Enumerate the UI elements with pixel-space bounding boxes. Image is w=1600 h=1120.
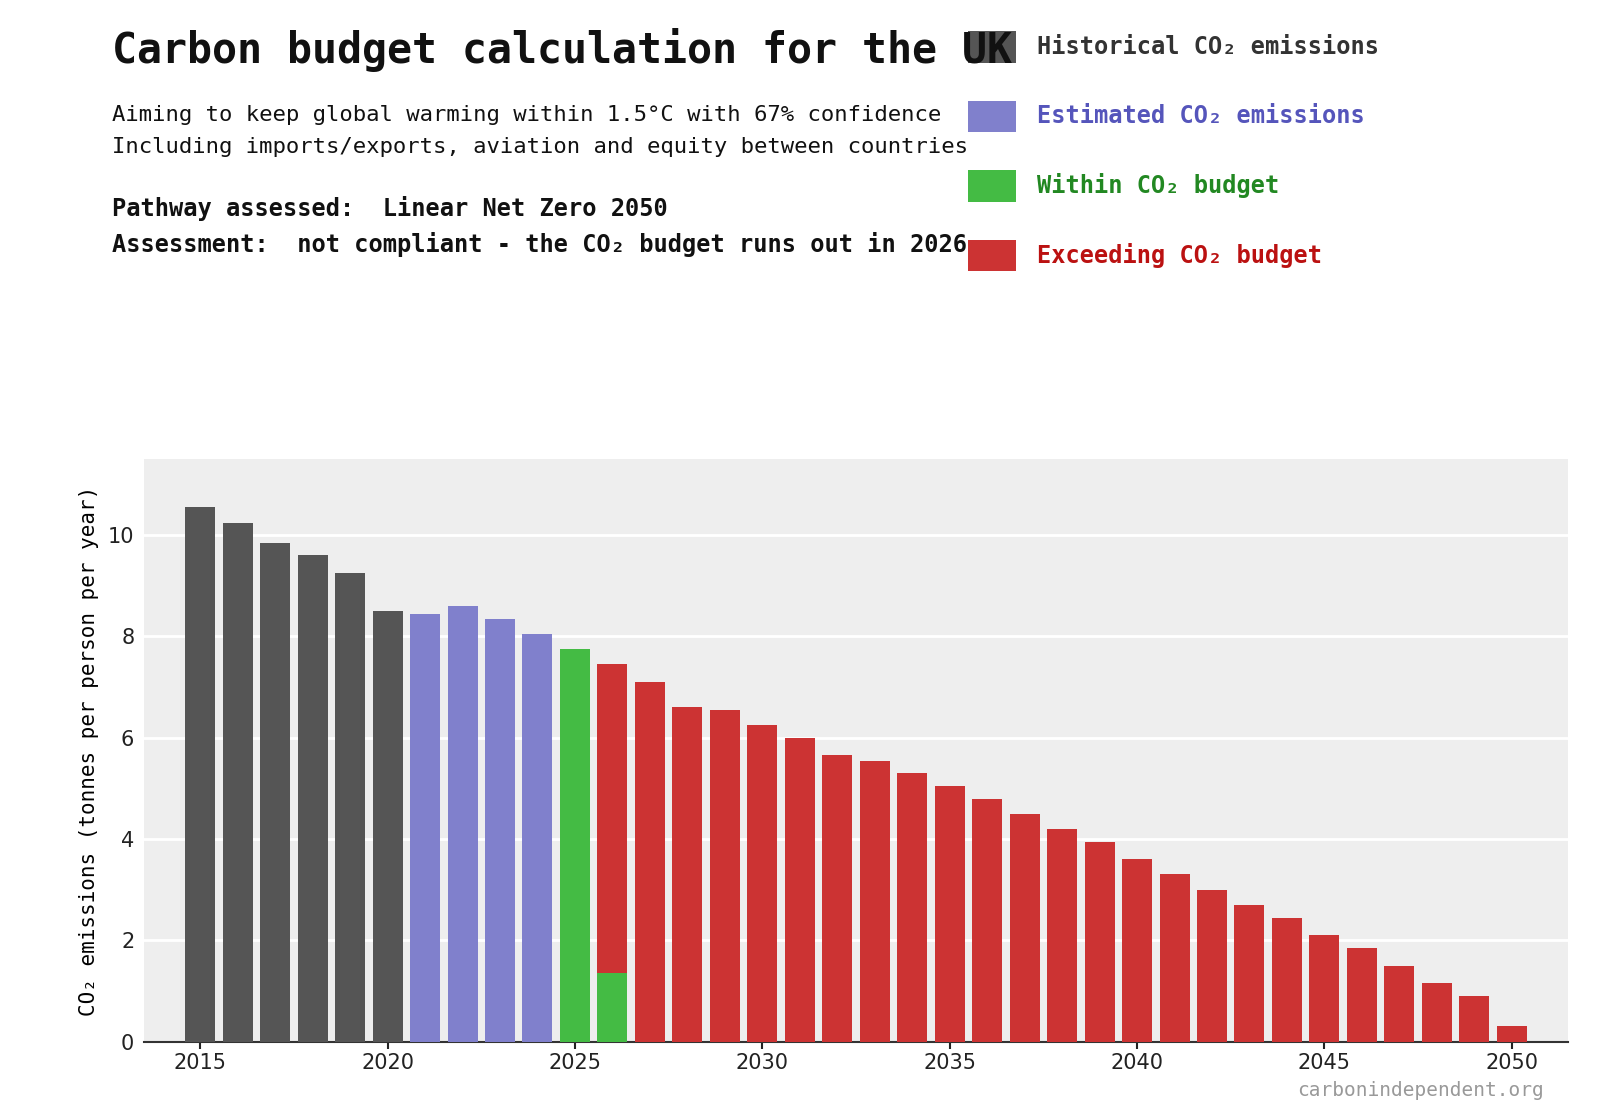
Bar [597,973,627,1042]
Bar [1046,829,1077,1042]
Bar [1122,859,1152,1042]
Text: Estimated CO₂ emissions: Estimated CO₂ emissions [1037,104,1365,129]
Bar [934,786,965,1042]
Text: Aiming to keep global warming within 1.5°C with 67% confidence: Aiming to keep global warming within 1.5… [112,105,941,125]
Bar [1459,996,1490,1042]
Bar [1197,889,1227,1042]
Bar [485,618,515,1042]
Bar [786,738,814,1042]
Bar [560,650,590,1042]
Bar [1347,948,1378,1042]
Text: Assessment:  not compliant - the CO₂ budget runs out in 2026: Assessment: not compliant - the CO₂ budg… [112,232,966,256]
Text: Within CO₂ budget: Within CO₂ budget [1037,174,1278,198]
Bar [1085,841,1115,1042]
Bar [1498,1026,1526,1042]
Text: Pathway assessed:  Linear Net Zero 2050: Pathway assessed: Linear Net Zero 2050 [112,196,667,221]
Text: Carbon budget calculation for the UK: Carbon budget calculation for the UK [112,28,1013,72]
Bar [597,664,627,973]
Bar [1160,875,1189,1042]
Text: Including imports/exports, aviation and equity between countries: Including imports/exports, aviation and … [112,137,968,157]
Bar [973,799,1002,1042]
Bar [1384,965,1414,1042]
Bar [898,773,926,1042]
Bar [1422,983,1451,1042]
Bar [710,710,739,1042]
Bar [298,556,328,1042]
Bar [1309,935,1339,1042]
Bar [1010,814,1040,1042]
Bar [373,612,403,1042]
Bar [448,606,477,1042]
Text: Exceeding CO₂ budget: Exceeding CO₂ budget [1037,243,1322,268]
Y-axis label: CO₂ emissions (tonnes per person per year): CO₂ emissions (tonnes per person per yea… [80,485,99,1016]
Bar [410,614,440,1042]
Text: carbonindependent.org: carbonindependent.org [1298,1081,1544,1100]
Bar [747,725,778,1042]
Bar [334,573,365,1042]
Bar [222,523,253,1042]
Bar [1235,905,1264,1042]
Bar [261,543,290,1042]
Text: Historical CO₂ emissions: Historical CO₂ emissions [1037,35,1379,59]
Bar [1272,917,1302,1042]
Bar [523,634,552,1042]
Bar [822,756,853,1042]
Bar [186,507,214,1042]
Bar [672,708,702,1042]
Bar [859,760,890,1042]
Bar [635,682,666,1042]
